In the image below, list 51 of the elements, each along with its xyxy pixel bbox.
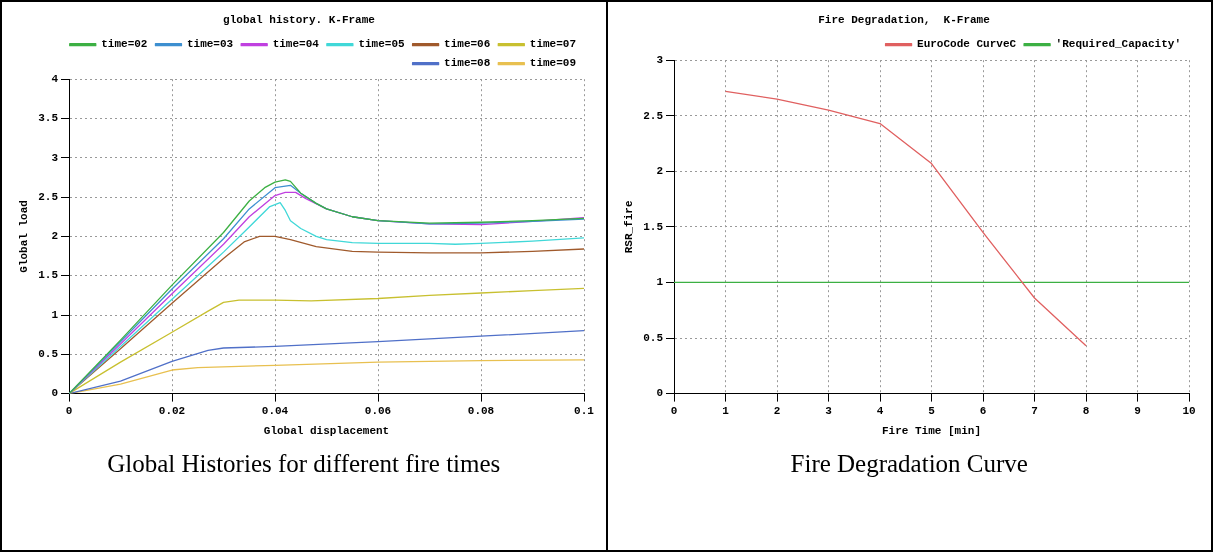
y-axis-title: RSR_fire bbox=[623, 200, 636, 254]
legend-label: EuroCode CurveC bbox=[917, 38, 1017, 51]
x-tick-label: 5 bbox=[928, 404, 936, 417]
legend-label: time=05 bbox=[358, 38, 405, 51]
legend-label: time=09 bbox=[529, 57, 576, 70]
y-tick-label: 1 bbox=[51, 308, 59, 321]
x-tick-label: 0 bbox=[65, 404, 73, 417]
x-tick-label: 0.1 bbox=[573, 404, 595, 417]
x-tick-label: 0.04 bbox=[261, 404, 289, 417]
y-tick-label: 1 bbox=[656, 276, 664, 289]
x-axis-title: Global displacement bbox=[263, 425, 389, 438]
x-tick-label: 6 bbox=[979, 404, 987, 417]
chart-title: global history. K-Frame bbox=[222, 14, 376, 27]
y-tick-label: 0 bbox=[656, 387, 664, 400]
y-tick-label: 1.5 bbox=[643, 220, 664, 233]
legend-label: time=07 bbox=[529, 38, 576, 51]
y-tick-label: 2.5 bbox=[37, 190, 59, 203]
x-tick-label: 2 bbox=[773, 404, 781, 417]
text: Global Histories for different fire times bbox=[107, 450, 501, 478]
x-tick-label: 8 bbox=[1082, 404, 1090, 417]
x-tick-label: 0.02 bbox=[158, 404, 185, 417]
x-axis-title: Fire Time [min] bbox=[882, 425, 982, 438]
y-tick-label: 4 bbox=[51, 72, 59, 85]
legend-label: time=02 bbox=[101, 38, 148, 51]
x-tick-label: 4 bbox=[876, 404, 884, 417]
x-tick-label: 7 bbox=[1031, 404, 1039, 417]
x-tick-label: 3 bbox=[825, 404, 833, 417]
x-tick-label: 0.06 bbox=[364, 404, 391, 417]
y-tick-label: 2.5 bbox=[643, 109, 664, 122]
y-tick-label: 2 bbox=[656, 165, 664, 178]
chart-title: Fire Degradation, K-Frame bbox=[818, 14, 991, 27]
y-axis-title: Global load bbox=[18, 200, 31, 273]
y-tick-label: 0.5 bbox=[37, 348, 59, 361]
legend-label: 'Required_Capacity' bbox=[1055, 38, 1182, 51]
y-tick-label: 3.5 bbox=[37, 112, 59, 125]
y-tick-label: 3 bbox=[51, 151, 59, 164]
legend-label: time=06 bbox=[443, 38, 491, 51]
y-tick-label: 0 bbox=[51, 387, 58, 400]
text: Fire Degradation Curve bbox=[790, 450, 1028, 478]
y-tick-label: 3 bbox=[656, 53, 664, 66]
x-tick-label: 0.08 bbox=[467, 404, 495, 417]
y-tick-label: 1.5 bbox=[37, 269, 59, 282]
x-tick-label: 1 bbox=[722, 404, 730, 417]
x-tick-label: 0 bbox=[670, 404, 678, 417]
legend-label: time=04 bbox=[272, 38, 320, 51]
x-tick-label: 9 bbox=[1134, 404, 1142, 417]
y-tick-label: 0.5 bbox=[643, 331, 664, 344]
x-tick-label: 10 bbox=[1182, 404, 1196, 417]
y-tick-label: 2 bbox=[51, 230, 58, 243]
legend-label: time=03 bbox=[186, 38, 234, 51]
legend-label: time=08 bbox=[443, 57, 491, 70]
